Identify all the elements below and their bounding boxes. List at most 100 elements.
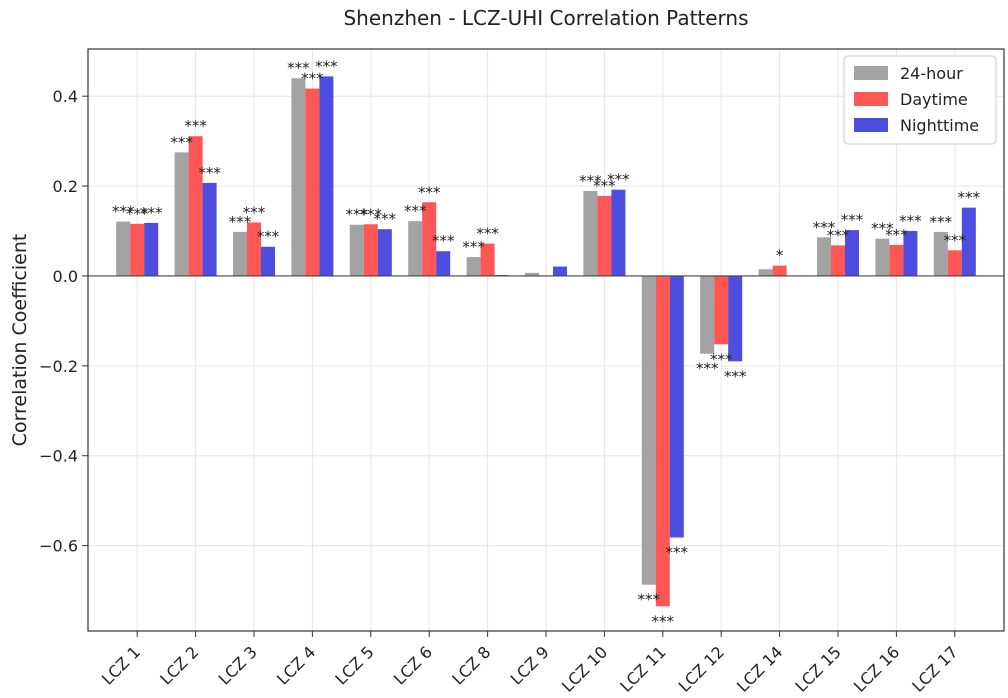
legend-swatch [854, 92, 888, 106]
significance-label: *** [827, 226, 850, 244]
bar [817, 237, 831, 276]
significance-label: *** [944, 231, 967, 249]
significance-labels: *************** ****************** *** ****… [112, 57, 981, 630]
bar [947, 250, 962, 276]
significance-label: *** [958, 189, 981, 207]
bar [377, 229, 392, 276]
legend-label: Nighttime [900, 116, 979, 135]
significance-label: *** [229, 213, 252, 231]
significance-label: *** [301, 70, 324, 88]
bar [319, 76, 334, 276]
x-tick-label: LCZ 15 [791, 642, 844, 694]
y-tick-label: −0.4 [39, 447, 78, 466]
significance-label: *** [462, 238, 485, 256]
bar [831, 245, 845, 276]
bar [583, 191, 598, 276]
bar [700, 275, 715, 354]
bar [291, 78, 306, 276]
y-tick-label: −0.6 [39, 537, 78, 556]
bar [349, 224, 364, 276]
significance-label: *** [432, 232, 455, 250]
x-tick-label: LCZ 14 [733, 642, 786, 694]
significance-label: *** [257, 228, 280, 246]
x-tick-label: LCZ 6 [390, 642, 436, 688]
bar [772, 265, 787, 276]
x-tick-label: LCZ 5 [331, 642, 377, 688]
bar [305, 88, 320, 276]
significance-label: *** [198, 164, 221, 182]
significance-label: *** [184, 117, 207, 135]
x-tick-label: LCZ 9 [507, 642, 553, 688]
y-axis-ticks: −0.6 −0.4 −0.2 0.0 0.2 0.4 [39, 87, 88, 556]
significance-label: *** [418, 183, 441, 201]
significance-label: *** [813, 218, 836, 236]
bar [553, 266, 567, 276]
y-tick-label: 0.4 [53, 87, 78, 106]
bar [875, 238, 890, 276]
bar [422, 202, 437, 276]
bar [758, 269, 773, 276]
bar [130, 223, 145, 276]
x-tick-label: LCZ 2 [156, 642, 202, 688]
bar [655, 275, 670, 607]
bar [597, 195, 612, 276]
x-tick-label: LCZ 17 [908, 642, 961, 694]
bar [641, 275, 656, 585]
bar [933, 231, 948, 276]
x-tick-label: LCZ 16 [850, 642, 903, 694]
bar [466, 257, 481, 276]
significance-label: *** [666, 544, 689, 562]
y-tick-label: 0.0 [53, 267, 78, 286]
legend-label: 24-hour [900, 64, 963, 83]
significance-label: *** [885, 226, 908, 244]
legend-label: Daytime [900, 90, 968, 109]
bar [480, 243, 495, 276]
y-axis-label: Correlation Coefficient [9, 234, 31, 447]
grid-lines [88, 49, 1004, 631]
bars [116, 76, 976, 607]
bar [728, 275, 743, 362]
bar [144, 222, 159, 276]
bar [188, 136, 203, 276]
bar [961, 207, 976, 276]
x-axis-ticks: LCZ 1 LCZ 2 LCZ 3 LCZ 4 LCZ 5 LCZ 6 LCZ 8 LCZ 9… [98, 631, 962, 696]
bar [174, 152, 189, 276]
bar [408, 221, 423, 276]
significance-label: *** [287, 59, 310, 77]
significance-label: *** [126, 205, 149, 223]
bar [261, 246, 275, 276]
legend: 24-hour Daytime Nighttime [843, 55, 997, 145]
significance-label: *** [315, 57, 338, 75]
bar [525, 272, 539, 276]
chart-title: Shenzhen - LCZ-UHI Correlation Patterns [343, 6, 748, 30]
significance-label: *** [607, 171, 630, 189]
bar [714, 275, 729, 345]
legend-swatch [854, 66, 888, 80]
significance-label: *** [871, 220, 894, 238]
x-tick-label: LCZ 8 [448, 642, 494, 688]
significance-label: *** [593, 177, 616, 195]
bar [669, 275, 684, 538]
bar [436, 251, 451, 276]
x-tick-label: LCZ 3 [215, 642, 261, 688]
significance-label: *** [243, 203, 266, 221]
x-tick-label: LCZ 10 [558, 642, 611, 694]
y-tick-label: −0.2 [39, 357, 78, 376]
significance-label: *** [724, 367, 747, 385]
bar [247, 222, 261, 276]
significance-label: *** [170, 133, 193, 151]
x-tick-label: LCZ 12 [675, 642, 728, 694]
bar [903, 231, 918, 276]
significance-label: *** [710, 350, 733, 368]
legend-swatch [854, 118, 888, 132]
y-tick-label: 0.2 [53, 177, 78, 196]
significance-label: *** [579, 172, 602, 190]
significance-label: *** [899, 212, 922, 230]
bar [233, 231, 247, 276]
significance-label: *** [652, 612, 675, 630]
x-tick-label: LCZ 4 [273, 642, 319, 688]
bar [845, 230, 859, 276]
significance-label: *** [360, 205, 383, 223]
